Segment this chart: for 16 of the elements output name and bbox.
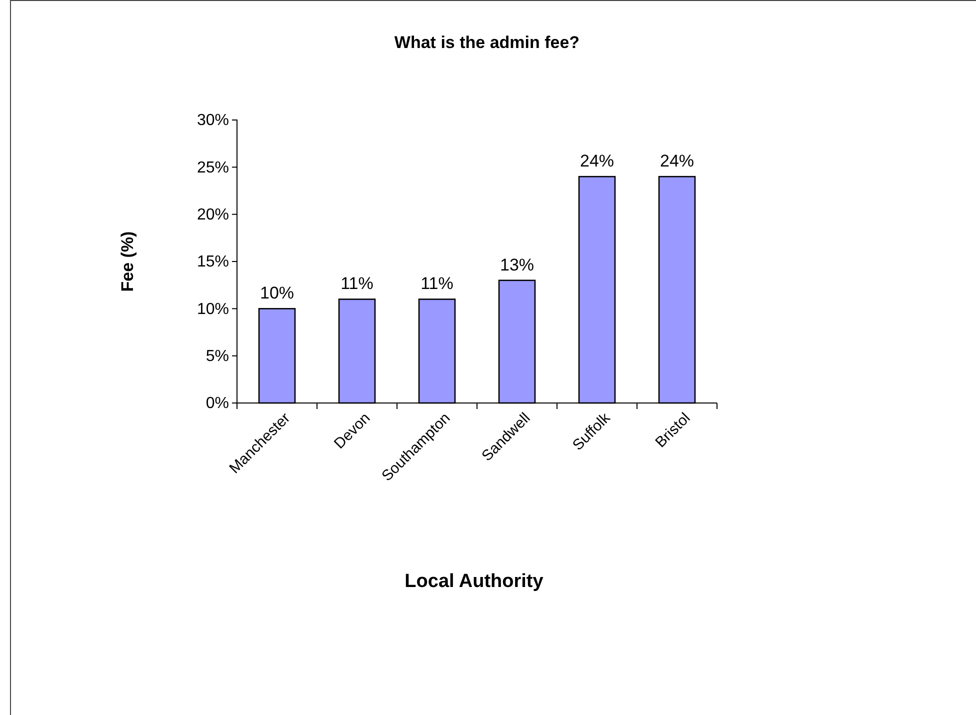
y-tick-label: 5% [206, 348, 229, 365]
data-label: 11% [420, 274, 454, 294]
y-tick-label: 30% [196, 112, 229, 130]
y-axis-title: Fee (%) [118, 231, 137, 292]
data-label: 13% [500, 255, 534, 274]
data-label: 10% [260, 284, 294, 303]
data-label: 24% [660, 152, 694, 171]
y-tick-label: 10% [196, 300, 229, 318]
chart-title: What is the admin fee? [394, 33, 580, 52]
data-label: 24% [580, 152, 614, 171]
data-label: 11% [340, 274, 374, 294]
x-axis-title: Local Authority [404, 571, 544, 592]
y-tick-label: 25% [196, 159, 229, 176]
y-tick-label: 20% [196, 206, 229, 224]
y-tick-label: 0% [206, 395, 229, 412]
y-tick-label: 15% [196, 254, 229, 271]
